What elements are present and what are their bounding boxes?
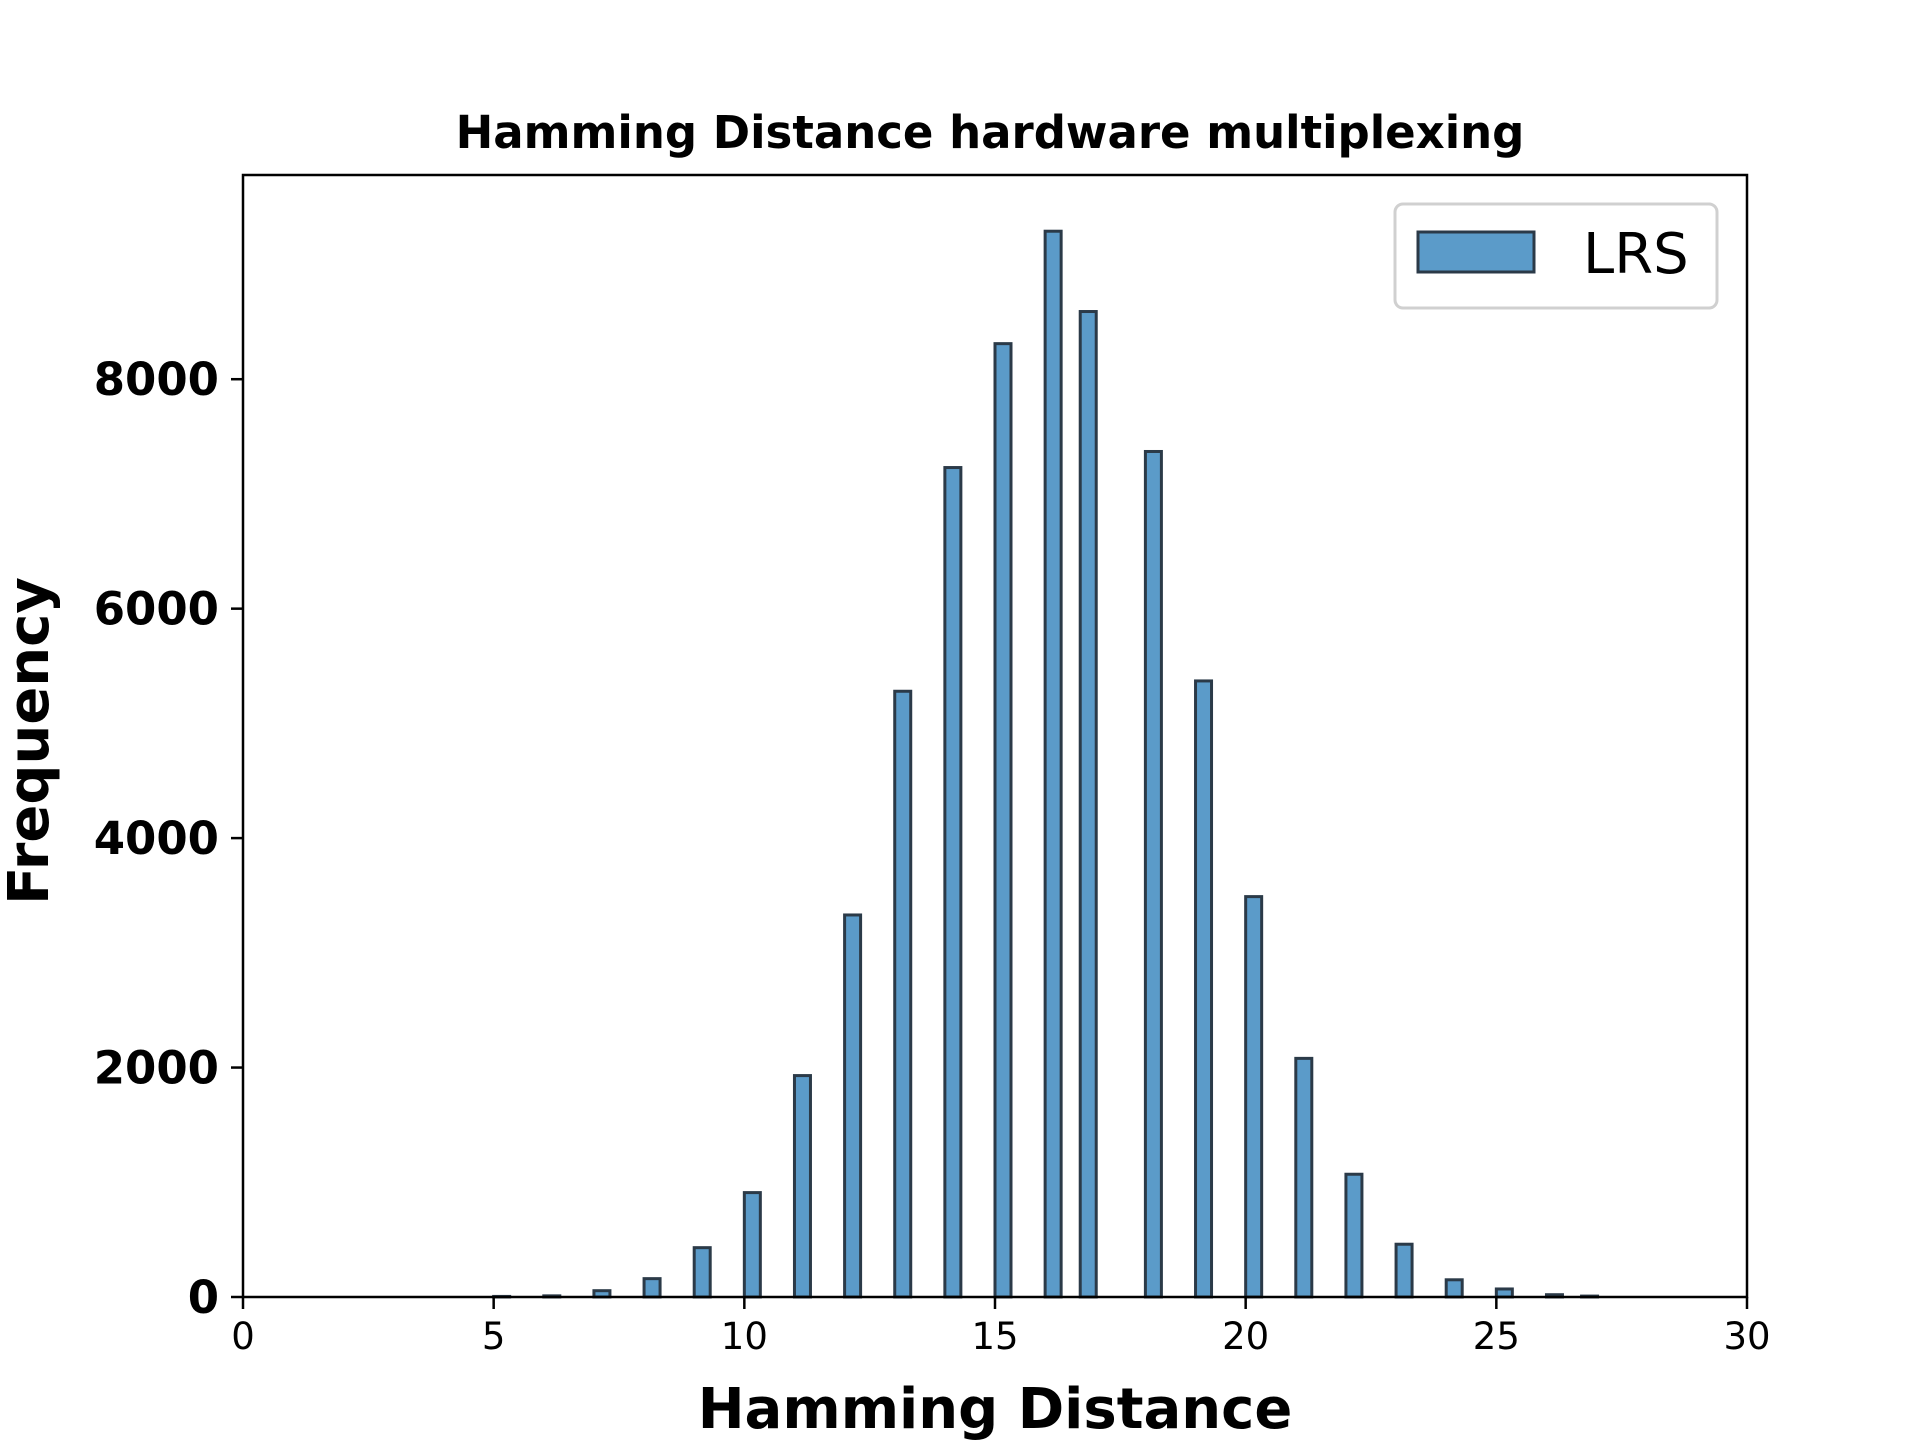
- histogram-bar: [692, 1246, 712, 1299]
- x-tick-label: 15: [971, 1315, 1018, 1358]
- histogram-bar: [893, 689, 913, 1299]
- x-tick-label: 25: [1473, 1315, 1520, 1358]
- legend: LRS: [1393, 202, 1719, 310]
- histogram-bar: [1294, 1056, 1314, 1299]
- histogram-bar: [1194, 679, 1214, 1299]
- histogram-bar: [642, 1277, 662, 1299]
- legend-label: LRS: [1583, 222, 1689, 287]
- histogram-bar: [1043, 229, 1063, 1299]
- histogram-bar: [1244, 895, 1264, 1299]
- y-tick-label: 8000: [94, 353, 219, 406]
- histogram-bar: [792, 1074, 812, 1299]
- legend-swatch: [1416, 230, 1536, 274]
- chart-title: Hamming Distance hardware multiplexing: [456, 106, 1525, 159]
- x-axis-ticks: 0 5 10 15 20 25 30: [231, 1297, 1771, 1358]
- y-tick-label: 6000: [94, 583, 219, 636]
- histogram-bar: [843, 913, 863, 1299]
- y-axis-ticks: 0 2000 4000 6000 8000: [94, 353, 243, 1324]
- x-tick-label: 30: [1723, 1315, 1770, 1358]
- x-tick-label: 20: [1222, 1315, 1269, 1358]
- histogram-bar: [1344, 1172, 1364, 1299]
- y-axis-label: Frequency: [0, 577, 62, 905]
- legend-box: [1393, 202, 1719, 310]
- y-tick-label: 4000: [94, 812, 219, 865]
- x-tick-label: 5: [482, 1315, 506, 1358]
- histogram-bar: [1394, 1242, 1414, 1299]
- x-axis-label: Hamming Distance: [698, 1377, 1293, 1440]
- histogram-bar: [1444, 1278, 1464, 1299]
- histogram-bar: [943, 466, 963, 1299]
- x-tick-label: 0: [231, 1315, 255, 1358]
- histogram-bar: [993, 342, 1013, 1299]
- histogram-bar: [1143, 449, 1163, 1299]
- y-tick-label: 2000: [94, 1042, 219, 1095]
- histogram-bar: [742, 1191, 762, 1299]
- y-tick-label: 0: [188, 1271, 219, 1324]
- histogram-bar: [1078, 310, 1098, 1299]
- x-tick-label: 10: [721, 1315, 768, 1358]
